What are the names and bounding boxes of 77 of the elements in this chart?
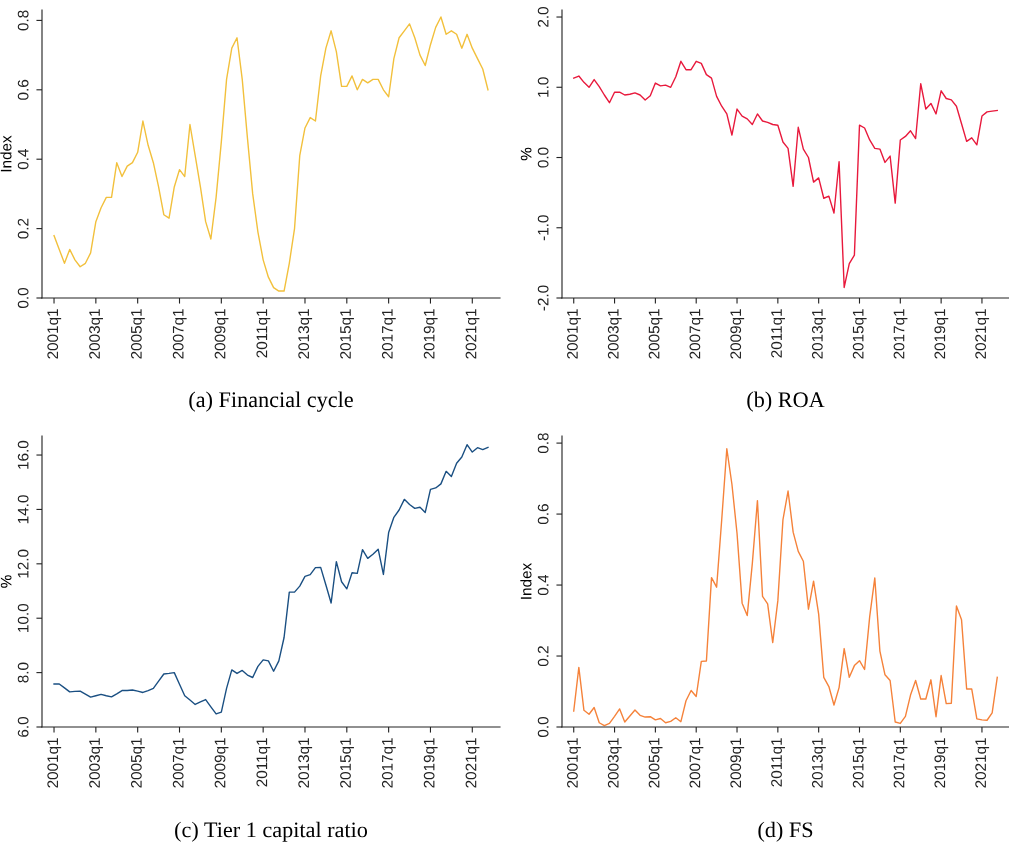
x-tick-label: 2007q1 (172, 309, 187, 359)
x-tick-label: 2011q1 (771, 738, 785, 787)
x-tick-label: 2019q1 (934, 738, 949, 788)
x-tick-label: 2011q1 (256, 309, 271, 358)
x-tick-label: 2003q1 (89, 309, 103, 359)
y-tick-label: -2.0 (537, 285, 549, 311)
x-tick-label: 2007q1 (689, 309, 704, 359)
x-tick-label: 2001q1 (47, 738, 62, 788)
line-series (573, 448, 998, 727)
y-tick-label: 14.0 (17, 495, 29, 524)
y-axis-title: Index (0, 135, 12, 172)
y-tick-label: 2.0 (537, 7, 549, 27)
x-tick-label: 2013q1 (811, 738, 826, 788)
x-tick-label: 2021q1 (975, 738, 990, 788)
text: (b) ROA (747, 391, 825, 412)
y-tick-label: 0.0 (537, 147, 549, 168)
x-tick-label: 2021q1 (465, 309, 480, 359)
x-tick-label: 2013q1 (298, 738, 313, 788)
x-tick-label: 2005q1 (130, 738, 145, 788)
x-tick-label: 2009q1 (214, 738, 229, 788)
y-axis-title: Index (520, 562, 532, 599)
x-tick-label: 2015q1 (852, 309, 867, 359)
x-tick-label: 2017q1 (893, 738, 908, 788)
y-tick-label: 0.0 (537, 716, 549, 738)
x-tick-label: 2003q1 (89, 738, 103, 788)
y-tick-label: 0.2 (17, 218, 29, 239)
x-tick-label: 2015q1 (340, 738, 354, 788)
x-tick-label: 2021q1 (465, 738, 480, 788)
x-tick-label: 2001q1 (47, 309, 62, 359)
x-tick-label: 2017q1 (381, 309, 396, 359)
y-tick-label: 12.0 (17, 549, 29, 578)
y-tick-label: 1.0 (537, 77, 549, 97)
y-tick-label: 0.4 (537, 574, 549, 596)
y-tick-label: 0.4 (17, 149, 29, 170)
x-tick-label: 2011q1 (771, 309, 785, 358)
x-tick-label: 2005q1 (648, 738, 663, 788)
y-axis-title: % (0, 575, 12, 588)
y-tick-label: 0.8 (537, 433, 549, 454)
y-tick-label: 0.2 (537, 646, 549, 667)
x-tick-label: 2015q1 (852, 738, 867, 788)
x-tick-label: 2013q1 (298, 309, 313, 359)
line-series (53, 16, 489, 292)
text: (d) FS (758, 821, 813, 842)
y-tick-label: 8.0 (17, 662, 29, 683)
x-tick-label: 2007q1 (172, 738, 187, 788)
y-tick-label: 0.0 (17, 287, 29, 309)
x-tick-label: 2009q1 (730, 309, 745, 359)
x-tick-label: 2013q1 (811, 309, 826, 359)
y-tick-label: 16.0 (17, 440, 29, 469)
y-tick-label: 0.6 (17, 79, 29, 100)
x-tick-label: 2019q1 (934, 309, 949, 359)
y-tick-label: 6.0 (17, 716, 29, 737)
x-tick-label: 2021q1 (975, 309, 990, 359)
y-axis-title: % (520, 147, 532, 161)
x-tick-label: 2005q1 (648, 309, 663, 359)
y-tick-label: 10.0 (17, 603, 29, 632)
text: (c) Tier 1 capital ratio (175, 821, 368, 842)
x-tick-label: 2001q1 (567, 738, 581, 788)
x-tick-label: 2005q1 (130, 309, 145, 359)
x-tick-label: 2003q1 (607, 738, 622, 788)
y-tick-label: 0.6 (537, 504, 549, 525)
x-tick-label: 2003q1 (607, 309, 622, 359)
line-series (53, 444, 489, 715)
x-tick-label: 2011q1 (256, 738, 271, 787)
x-tick-label: 2017q1 (893, 309, 908, 359)
y-tick-label: -1.0 (537, 215, 549, 241)
line-series (573, 60, 998, 289)
x-tick-label: 2019q1 (423, 738, 438, 788)
x-tick-label: 2001q1 (567, 309, 581, 359)
text: (a) Financial cycle (189, 391, 353, 412)
y-tick-label: 0.8 (17, 10, 29, 31)
x-tick-label: 2009q1 (730, 738, 745, 788)
x-tick-label: 2015q1 (340, 309, 354, 359)
x-tick-label: 2007q1 (689, 738, 704, 788)
x-tick-label: 2009q1 (214, 309, 229, 359)
x-tick-label: 2017q1 (381, 738, 396, 788)
x-tick-label: 2019q1 (423, 309, 438, 359)
